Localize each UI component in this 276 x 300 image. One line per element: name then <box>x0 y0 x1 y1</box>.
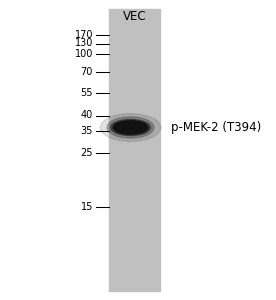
Text: 35: 35 <box>81 125 93 136</box>
Text: 170: 170 <box>75 29 93 40</box>
Text: 130: 130 <box>75 38 93 49</box>
Ellipse shape <box>100 114 161 141</box>
Text: 70: 70 <box>81 67 93 77</box>
Text: 25: 25 <box>81 148 93 158</box>
Text: p-MEK-2 (T394): p-MEK-2 (T394) <box>171 121 261 134</box>
Ellipse shape <box>110 119 151 136</box>
Text: 55: 55 <box>81 88 93 98</box>
Text: VEC: VEC <box>123 11 146 23</box>
Text: 100: 100 <box>75 49 93 59</box>
Text: 15: 15 <box>81 202 93 212</box>
Text: 40: 40 <box>81 110 93 121</box>
Ellipse shape <box>114 121 147 134</box>
Ellipse shape <box>113 121 148 134</box>
Ellipse shape <box>107 117 154 138</box>
Bar <box>108 9 160 291</box>
